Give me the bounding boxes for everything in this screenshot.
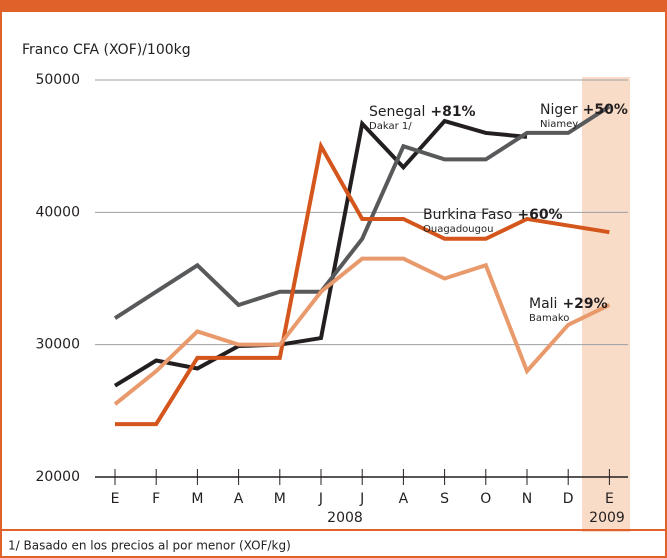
x-tick-label: M — [274, 491, 286, 507]
series-name: Senegal — [369, 104, 425, 120]
series-name: Niger — [540, 102, 578, 118]
series-label: Senegal +81% — [369, 104, 476, 120]
year-label: 2009 — [589, 510, 625, 526]
x-tick-label: S — [440, 491, 449, 507]
y-axis-title: Franco CFA (XOF)/100kg — [22, 42, 191, 58]
y-tick-label: 50000 — [35, 72, 80, 88]
series-place: Dakar 1/ — [369, 121, 412, 132]
year-label: 2008 — [327, 510, 363, 526]
series-label: Niger +50% — [540, 102, 628, 118]
x-tick-label: N — [522, 491, 532, 507]
x-tick-label: A — [234, 491, 244, 507]
series-change: +29% — [562, 296, 607, 312]
x-tick-label: A — [399, 491, 409, 507]
y-tick-label: 20000 — [35, 469, 80, 485]
x-tick-label: F — [152, 491, 160, 507]
series-line — [113, 104, 611, 320]
x-tick-label: E — [111, 491, 120, 507]
series-place: Ouagadougou — [423, 224, 493, 235]
series-place: Bamako — [529, 313, 569, 324]
x-tick-label: M — [191, 491, 203, 507]
series-label: Mali +29% — [529, 296, 608, 312]
series-name: Mali — [529, 296, 557, 312]
x-tick-label: E — [605, 491, 614, 507]
y-tick-label: 30000 — [35, 337, 80, 353]
chart: Franco CFA (XOF)/100kg 2008 2009 1/ Basa… — [2, 42, 665, 553]
x-tick-label: J — [318, 491, 323, 507]
series-place: Niamey — [540, 119, 578, 130]
series-name: Burkina Faso — [423, 207, 512, 223]
x-tick-label: D — [563, 491, 574, 507]
y-tick-label: 40000 — [35, 204, 80, 220]
x-tick-label: O — [480, 491, 491, 507]
series-change: +50% — [583, 102, 628, 118]
series-change: +81% — [430, 104, 475, 120]
series-change: +60% — [517, 207, 562, 223]
x-tick-label: J — [359, 491, 364, 507]
series-label: Burkina Faso +60% — [423, 207, 563, 223]
series-line — [113, 118, 528, 388]
series-line — [115, 140, 610, 427]
series-line — [113, 256, 611, 406]
footnote: 1/ Basado en los precios al por menor (X… — [8, 539, 291, 553]
